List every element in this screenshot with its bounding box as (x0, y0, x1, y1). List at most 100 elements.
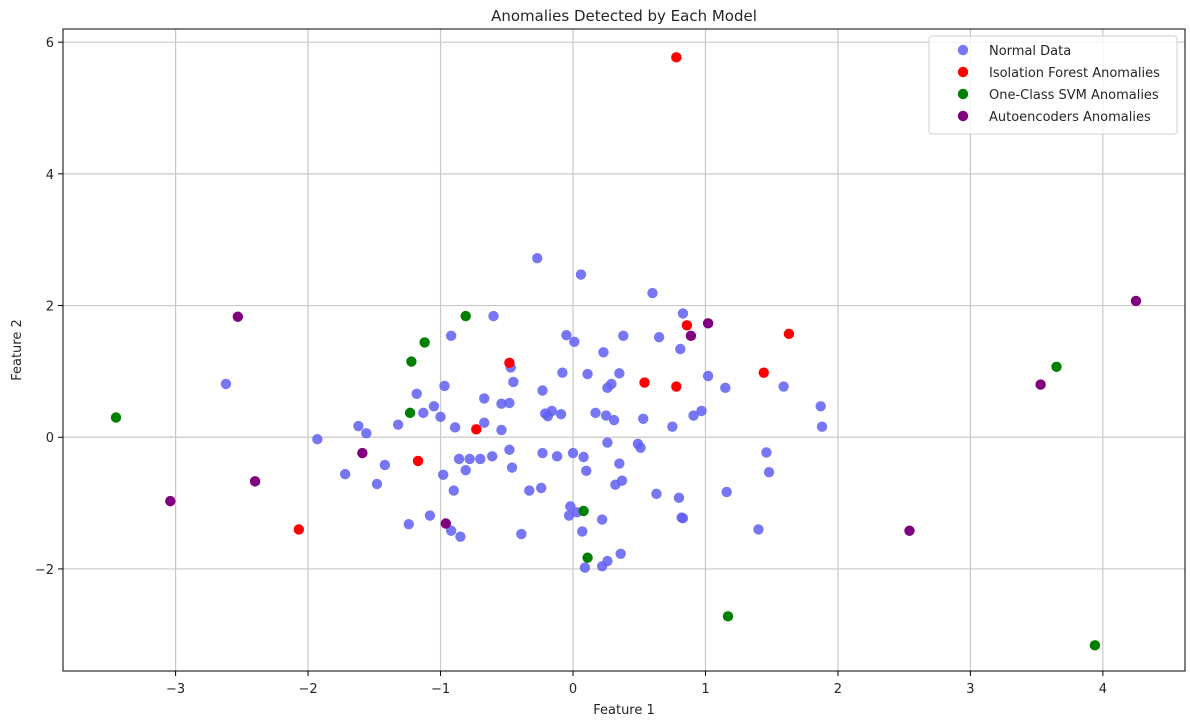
point-s2-2 (404, 407, 416, 419)
point-s0-66 (602, 437, 613, 448)
legend-marker-3 (957, 110, 969, 122)
point-s1-0 (671, 52, 682, 63)
point-s0-61 (596, 514, 608, 525)
series-1 (293, 52, 795, 535)
point-s0-39 (536, 482, 547, 494)
point-s0-30 (496, 398, 507, 409)
series-2 (110, 310, 1101, 651)
point-s0-80 (651, 488, 662, 500)
point-s0-54 (575, 269, 587, 280)
point-s0-17 (445, 525, 457, 536)
point-s0-69 (608, 414, 620, 426)
point-s0-68 (606, 378, 617, 390)
point-s2-8 (1051, 361, 1062, 372)
legend-label-0: Normal Data (989, 44, 1071, 59)
point-s0-29 (496, 424, 507, 436)
x-tick-label-5: 2 (834, 682, 842, 697)
point-s0-4 (339, 468, 351, 480)
point-s3-6 (702, 318, 714, 329)
point-s0-38 (532, 252, 543, 264)
x-tick-label-4: 1 (701, 682, 709, 697)
point-s0-14 (437, 469, 449, 480)
point-s0-32 (504, 444, 515, 455)
point-s0-40 (537, 385, 548, 396)
grid-lines (63, 29, 1185, 671)
point-s3-2 (249, 476, 261, 487)
point-s0-20 (453, 453, 465, 465)
point-s2-9 (1089, 640, 1101, 651)
point-s0-24 (475, 453, 486, 465)
legend-label-1: Isolation Forest Anomalies (989, 66, 1160, 81)
x-tick-label-0: −3 (166, 682, 185, 697)
point-s1-6 (671, 381, 682, 392)
series-0 (220, 252, 828, 573)
point-s0-19 (449, 422, 461, 433)
point-s0-27 (486, 451, 498, 462)
point-s3-7 (904, 525, 915, 536)
point-s0-21 (455, 531, 466, 542)
point-s0-94 (761, 447, 772, 458)
point-s1-1 (293, 524, 304, 535)
point-s0-96 (778, 381, 789, 392)
x-tick-label-1: −2 (298, 682, 317, 697)
x-tick-label-2: −1 (431, 682, 450, 697)
point-s0-8 (403, 518, 414, 530)
point-s3-3 (357, 447, 368, 459)
point-s0-78 (638, 413, 649, 425)
point-s0-28 (488, 310, 499, 322)
point-s0-87 (677, 308, 689, 319)
point-s0-15 (439, 380, 450, 392)
point-s0-57 (578, 451, 589, 463)
point-s0-13 (435, 411, 446, 423)
point-s0-71 (614, 458, 625, 469)
point-s0-46 (555, 409, 567, 420)
point-s1-8 (758, 367, 769, 378)
point-s0-67 (602, 555, 613, 567)
point-s2-4 (460, 310, 471, 322)
x-tick-label-6: 3 (966, 682, 974, 697)
point-s1-2 (412, 455, 424, 467)
point-s0-84 (675, 343, 686, 355)
point-s2-7 (722, 611, 734, 622)
point-s0-81 (653, 331, 665, 343)
point-s0-36 (516, 528, 527, 540)
point-s2-0 (110, 412, 122, 423)
legend-marker-1 (957, 66, 969, 78)
point-s0-55 (577, 526, 588, 537)
point-s3-1 (232, 311, 244, 322)
point-s0-25 (479, 393, 490, 404)
point-s0-58 (581, 465, 592, 477)
point-s0-16 (445, 330, 457, 342)
legend-box (928, 35, 1178, 135)
point-s0-50 (565, 501, 576, 512)
point-s0-37 (524, 485, 535, 496)
data-points (110, 52, 1142, 651)
y-tick-label-4: 6 (46, 36, 54, 51)
point-s0-59 (582, 368, 593, 380)
y-tick-label-3: 4 (46, 168, 54, 183)
axis-ticks: −3 −2 −1 0 1 2 3 4 −2 0 2 4 6 (35, 36, 1107, 697)
x-axis-label: Feature 1 (593, 703, 655, 718)
point-s0-35 (508, 376, 519, 388)
axes-frame (62, 28, 1186, 672)
point-s0-45 (551, 451, 563, 462)
point-s2-1 (406, 356, 417, 367)
point-s2-3 (419, 337, 430, 348)
point-s0-56 (579, 562, 591, 573)
legend-marker-0 (957, 44, 969, 56)
point-s0-83 (673, 492, 685, 504)
point-s0-86 (677, 513, 689, 524)
point-s0-3 (361, 428, 372, 439)
point-s0-73 (615, 548, 626, 559)
point-s1-9 (783, 328, 795, 340)
point-s0-60 (590, 407, 601, 419)
point-s0-49 (563, 510, 575, 521)
point-s0-74 (616, 475, 628, 486)
point-s0-89 (696, 405, 707, 417)
point-s0-88 (688, 410, 699, 421)
point-s0-12 (428, 401, 440, 412)
point-s3-8 (1035, 379, 1046, 390)
point-s0-47 (557, 367, 568, 378)
point-s0-72 (614, 368, 625, 379)
